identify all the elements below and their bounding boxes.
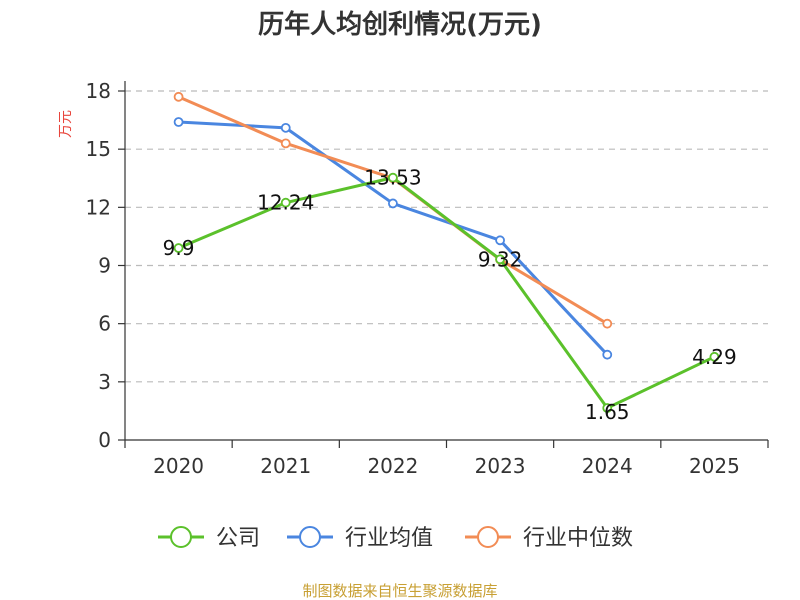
x-axis-ticks: 2020 2021 2022 2023 2024 2025: [124, 440, 769, 478]
source-note: 制图数据来自恒生聚源数据库: [302, 582, 497, 600]
series-1: [173, 117, 613, 360]
legend: 公司 行业均值 行业中位数: [158, 526, 633, 551]
y-axis-ticks: 0 3 6 9 12 15 18: [86, 79, 125, 452]
data-point: [602, 349, 613, 360]
data-label: 12.24: [257, 191, 314, 215]
legend-item-0: 公司: [158, 526, 260, 551]
legend-item-2: 行业中位数: [465, 526, 633, 551]
legend-marker: [299, 526, 321, 548]
legend-marker: [170, 526, 192, 548]
y-axis-label: 万元: [58, 110, 74, 138]
data-point: [280, 138, 291, 149]
y-tick-label: 3: [98, 370, 111, 394]
y-tick-label: 15: [86, 137, 111, 161]
x-tick-label: 2022: [367, 454, 418, 478]
data-point: [495, 254, 505, 265]
x-tick-label: 2020: [153, 454, 204, 478]
y-tick-label: 18: [86, 79, 111, 103]
series-line: [177, 176, 716, 410]
chart-title: 历年人均创利情况(万元): [258, 9, 542, 40]
data-point: [280, 197, 291, 208]
data-label: 4.29: [692, 345, 737, 369]
data-point: [173, 243, 184, 253]
data-point: [602, 403, 613, 413]
series-2: [173, 91, 613, 329]
data-label: 1.65: [585, 400, 630, 424]
y-tick-label: 12: [86, 195, 111, 219]
legend-marker: [477, 526, 499, 548]
data-label: 9.32: [478, 247, 523, 271]
data-point: [602, 318, 613, 329]
data-point: [709, 351, 720, 362]
legend-label: 行业中位数: [523, 526, 633, 551]
data-point: [388, 172, 398, 183]
data-label: 9.9: [163, 236, 195, 260]
legend-label: 公司: [216, 526, 260, 551]
y-tick-label: 0: [98, 428, 111, 452]
y-tick-label: 6: [98, 312, 111, 336]
data-label: 13.53: [364, 166, 421, 190]
y-tick-label: 9: [98, 254, 111, 278]
legend-label: 行业均值: [345, 526, 433, 551]
legend-item-1: 行业均值: [287, 526, 433, 551]
gridlines: [125, 90, 768, 383]
series-0: [173, 172, 720, 413]
data-point: [495, 235, 505, 246]
series-line: [177, 95, 609, 325]
axes: [124, 81, 768, 441]
x-tick-label: 2024: [582, 454, 633, 478]
data-point: [173, 117, 184, 127]
x-tick-label: 2021: [260, 454, 311, 478]
data-point: [280, 122, 291, 133]
data-point: [388, 198, 398, 209]
x-tick-label: 2025: [689, 454, 740, 478]
data-labels: 9.9 12.24 13.53 9.32 1.65 4.29: [163, 166, 737, 424]
x-tick-label: 2023: [475, 454, 526, 478]
series-group: [173, 91, 720, 413]
data-point: [173, 91, 184, 102]
